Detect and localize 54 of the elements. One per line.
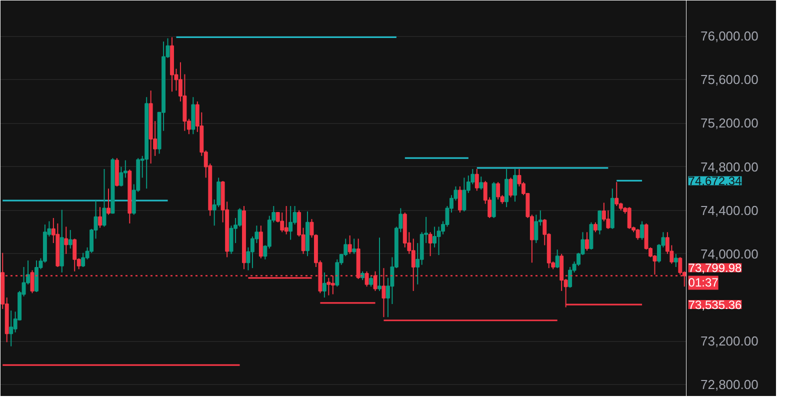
candlestick bbox=[258, 225, 263, 259]
candlestick bbox=[462, 177, 466, 212]
text: 01:37 bbox=[688, 276, 719, 290]
candlestick bbox=[378, 237, 382, 292]
candlestick bbox=[428, 232, 432, 257]
candlestick bbox=[81, 252, 86, 268]
candlestick bbox=[627, 206, 632, 230]
candlestick bbox=[585, 232, 589, 252]
y-tick-label: 76,000.00 bbox=[700, 28, 758, 44]
candlestick bbox=[534, 214, 538, 244]
y-tick-label: 72,800.00 bbox=[700, 377, 758, 392]
candlestick bbox=[614, 182, 619, 207]
y-tick-label: 74,400.00 bbox=[700, 202, 758, 218]
candlestick bbox=[326, 277, 331, 296]
text: 74,672.34 bbox=[688, 174, 742, 188]
candlestick bbox=[593, 222, 598, 233]
ref-line-label: 73,799.98 bbox=[688, 261, 742, 276]
candlestick bbox=[678, 256, 682, 276]
legend-label: 73,535.36 bbox=[688, 298, 742, 312]
candlestick bbox=[513, 168, 517, 202]
candlestick bbox=[68, 229, 72, 249]
candlestick bbox=[555, 249, 560, 269]
candlestick bbox=[348, 234, 352, 254]
candlestick bbox=[284, 206, 288, 235]
candlestick bbox=[674, 253, 678, 268]
candlestick bbox=[640, 220, 644, 240]
candlestick bbox=[72, 238, 77, 272]
candlestick bbox=[369, 275, 374, 288]
y-tick-label: 74,800.00 bbox=[700, 159, 758, 174]
candlestick bbox=[106, 188, 110, 216]
candlestick bbox=[458, 186, 462, 214]
candlestick bbox=[479, 176, 484, 190]
y-tick-label: 73,200.00 bbox=[700, 334, 758, 349]
candlestick bbox=[636, 228, 640, 240]
candlestick bbox=[322, 272, 326, 298]
y-tick-label: 74,000.00 bbox=[700, 246, 758, 262]
candlestick bbox=[34, 260, 38, 293]
candlestick bbox=[474, 168, 479, 192]
candlestick bbox=[9, 310, 14, 347]
candlestick bbox=[98, 206, 102, 228]
candlestick bbox=[589, 222, 594, 250]
candlestick bbox=[102, 168, 106, 228]
candlestick bbox=[119, 166, 124, 187]
candlestick bbox=[432, 226, 437, 248]
candlestick bbox=[288, 206, 293, 240]
y-tick-label: 75,600.00 bbox=[700, 72, 758, 88]
candlestick bbox=[496, 182, 500, 200]
candlestick bbox=[598, 210, 602, 235]
candlestick bbox=[352, 238, 356, 254]
candlestick bbox=[280, 212, 284, 233]
candlestick bbox=[568, 266, 572, 288]
candlestick bbox=[504, 168, 509, 208]
y-tick-label: 75,200.00 bbox=[700, 116, 758, 131]
candlestick bbox=[64, 226, 68, 254]
